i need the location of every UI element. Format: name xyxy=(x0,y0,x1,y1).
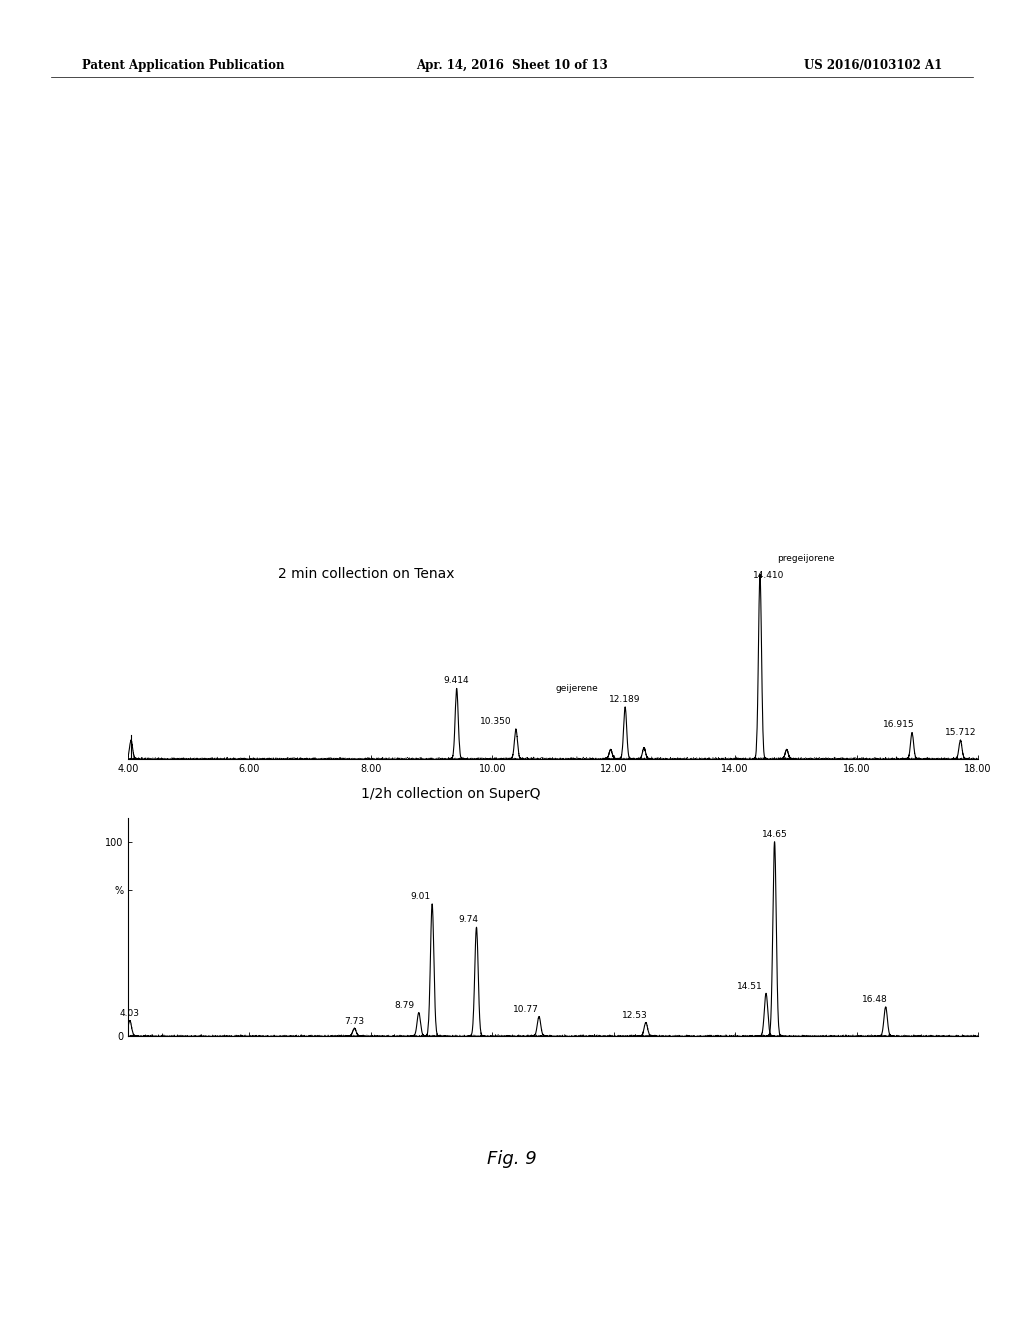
Text: 16.48: 16.48 xyxy=(862,995,888,1005)
Text: 12.189: 12.189 xyxy=(609,694,641,704)
Text: pregeijorene: pregeijorene xyxy=(777,554,836,564)
Text: 9.414: 9.414 xyxy=(443,676,469,685)
Text: 10.350: 10.350 xyxy=(479,717,511,726)
Text: 8.79: 8.79 xyxy=(394,1001,415,1010)
Text: 9.01: 9.01 xyxy=(411,892,431,902)
Text: 7.73: 7.73 xyxy=(344,1016,365,1026)
Text: 14.410: 14.410 xyxy=(753,572,784,579)
Text: 2 min collection on Tenax: 2 min collection on Tenax xyxy=(278,568,455,581)
Text: 15.712: 15.712 xyxy=(945,727,976,737)
Text: Patent Application Publication: Patent Application Publication xyxy=(82,59,285,73)
Text: US 2016/0103102 A1: US 2016/0103102 A1 xyxy=(804,59,942,73)
Text: 16.915: 16.915 xyxy=(883,721,914,730)
Text: 14.51: 14.51 xyxy=(737,982,763,990)
Text: 12.53: 12.53 xyxy=(622,1011,648,1019)
Text: 1/2h collection on SuperQ: 1/2h collection on SuperQ xyxy=(361,787,541,801)
Text: Fig. 9: Fig. 9 xyxy=(487,1150,537,1168)
Text: Apr. 14, 2016  Sheet 10 of 13: Apr. 14, 2016 Sheet 10 of 13 xyxy=(416,59,608,73)
Text: geijerene: geijerene xyxy=(556,684,599,693)
Text: 4.03: 4.03 xyxy=(120,1008,140,1018)
Text: 14.65: 14.65 xyxy=(762,830,787,838)
Text: 10.77: 10.77 xyxy=(513,1005,539,1014)
Text: 9.74: 9.74 xyxy=(458,915,478,924)
